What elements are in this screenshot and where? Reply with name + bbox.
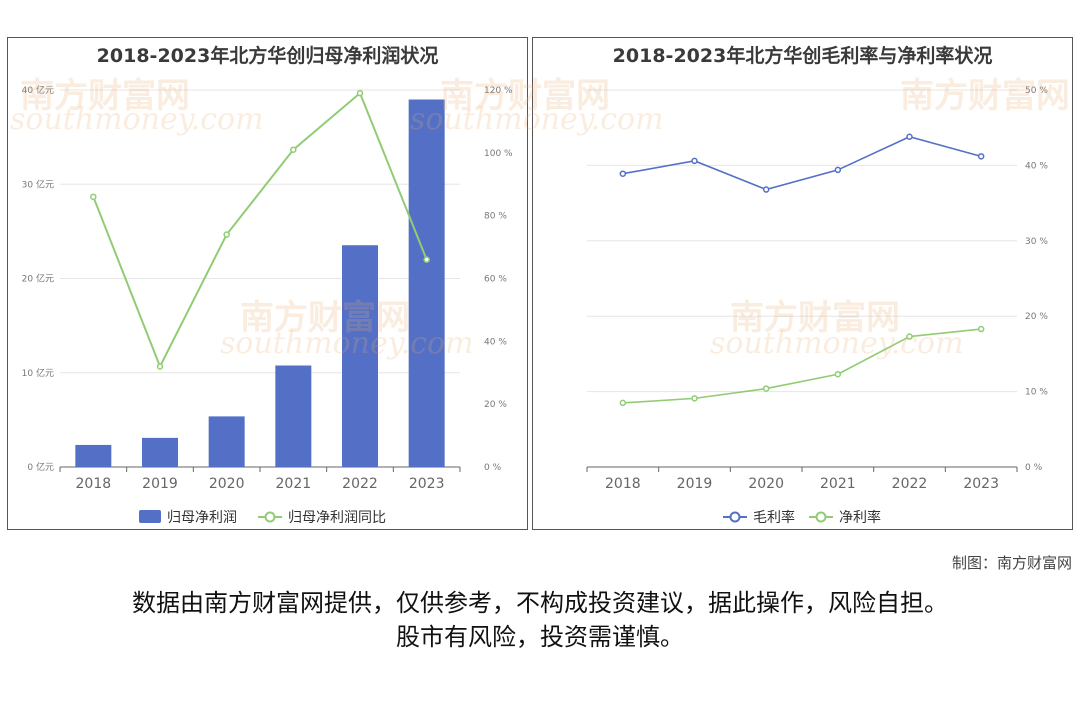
point-net-margin — [977, 325, 985, 333]
y-left-tick-label: 20 亿元 — [22, 273, 54, 285]
point-gross-margin — [691, 157, 698, 165]
y-right-tick-label: 40 % — [484, 337, 507, 347]
point-gross-margin — [619, 170, 627, 177]
point-yoy — [156, 363, 164, 370]
y-left-tick-label: 40 亿元 — [22, 84, 54, 96]
point-yoy — [356, 89, 364, 97]
x-tick-label: 2019 — [677, 476, 713, 492]
legend-swatch-marker — [729, 511, 741, 523]
legend-label: 归母净利润 — [167, 509, 237, 526]
y-right-tick-label: 80 % — [484, 212, 507, 222]
y-right-tick-label: 10 % — [1025, 388, 1048, 398]
legend-label: 净利率 — [839, 509, 881, 526]
point-net-margin — [762, 385, 770, 392]
x-tick-label: 2018 — [605, 476, 641, 492]
y-right-tick-label: 120 % — [484, 86, 513, 96]
y-right-tick-label: 0 % — [484, 463, 502, 473]
net-profit-chart: 0 亿元 10 亿元 20 亿元 30 亿元 40 亿元 0 % 20 % 40 % 60 % 8… — [22, 84, 513, 526]
series-line-yoy — [92, 91, 428, 369]
series-line-net-margin — [622, 328, 982, 404]
y-right-tick-label: 100 % — [484, 149, 513, 159]
point-gross-margin — [834, 166, 842, 174]
point-gross-margin — [977, 153, 985, 160]
legend-swatch-marker — [264, 511, 276, 523]
y-left-tick-label: 30 亿元 — [22, 178, 54, 190]
x-tick-label: 2023 — [409, 476, 445, 492]
point-gross-margin — [906, 133, 913, 140]
disclaimer-line-2: 股市有风险，投资需谨慎。 — [396, 623, 684, 651]
net-profit-chart-panel: 2018-2023年北方华创归母净利润状况 0 亿元 10 亿元 20 亿元 30 亿… — [7, 37, 528, 530]
point-gross-margin — [762, 186, 770, 193]
chart-credit: 制图：南方财富网 — [951, 554, 1072, 572]
y-right-tick-label: 50 % — [1025, 86, 1048, 96]
y-right-tick-label: 0 % — [1025, 463, 1043, 473]
chart2-title: 2018-2023年北方华创毛利率与净利率状况 — [612, 45, 993, 67]
x-tick-label: 2018 — [76, 476, 112, 492]
y-right-tick-label: 40 % — [1025, 161, 1048, 171]
x-tick-label: 2022 — [342, 476, 378, 492]
chart1-title: 2018-2023年北方华创归母净利润状况 — [96, 45, 439, 67]
x-tick-label: 2022 — [892, 476, 928, 492]
point-net-margin — [834, 371, 842, 378]
legend-label: 归母净利润同比 — [288, 509, 386, 526]
legend-swatch-bar — [139, 510, 161, 523]
series-line-gross-margin — [622, 135, 982, 191]
y-right-tick-label: 30 % — [1025, 237, 1048, 247]
y-left-tick-label: 0 亿元 — [27, 461, 54, 473]
bar-net-profit — [342, 245, 378, 467]
y-right-tick-label: 60 % — [484, 275, 507, 285]
point-net-margin — [906, 333, 913, 340]
bar-net-profit — [408, 99, 445, 467]
point-yoy — [290, 146, 297, 153]
y-right-tick-label: 20 % — [1025, 312, 1048, 322]
point-net-margin — [691, 395, 698, 402]
point-yoy — [223, 231, 230, 238]
x-tick-label: 2019 — [142, 476, 178, 492]
margin-chart-panel: 2018-2023年北方华创毛利率与净利率状况 0 % 10 % 20 % 30 % 4… — [532, 37, 1073, 530]
disclaimer-line-1: 数据由南方财富网提供，仅供参考，不构成投资建议，据此操作，风险自担。 — [132, 589, 948, 617]
bar-net-profit — [75, 444, 112, 467]
bar-net-profit — [142, 437, 178, 467]
bar-net-profit — [208, 416, 245, 467]
point-yoy — [423, 256, 430, 263]
x-tick-label: 2021 — [276, 476, 312, 492]
y-left-tick-label: 10 亿元 — [22, 367, 54, 379]
x-tick-label: 2023 — [963, 476, 999, 492]
x-tick-label: 2020 — [209, 476, 245, 492]
bar-net-profit — [275, 365, 312, 467]
margin-chart: 0 % 10 % 20 % 30 % 40 % 50 % 2018 2019 2020 2021 2… — [586, 86, 1048, 526]
x-tick-label: 2020 — [748, 476, 784, 492]
y-right-tick-label: 20 % — [484, 400, 507, 410]
x-tick-label: 2021 — [820, 476, 856, 492]
point-net-margin — [619, 399, 627, 407]
legend-swatch-marker — [815, 511, 827, 523]
legend-label: 毛利率 — [753, 509, 795, 526]
point-yoy — [90, 193, 97, 201]
